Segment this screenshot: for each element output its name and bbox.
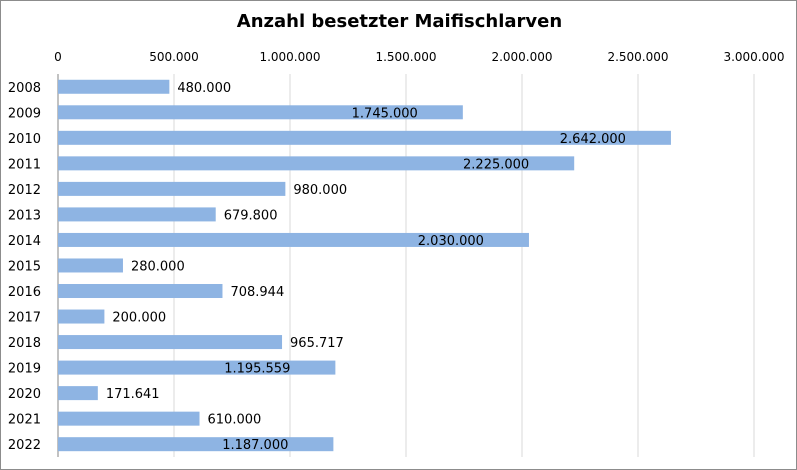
data-label: 610.000 xyxy=(208,413,262,428)
x-tick-label: 1.000.000 xyxy=(259,50,320,64)
category-label: 2019 xyxy=(8,362,41,377)
x-tick-label: 0 xyxy=(54,50,62,64)
bar xyxy=(58,156,575,171)
chart-title: Anzahl besetzter Maifischlarven xyxy=(236,11,563,32)
bar xyxy=(58,437,334,452)
data-label: 1.745.000 xyxy=(352,106,418,121)
bar xyxy=(58,335,283,350)
bar xyxy=(58,258,123,273)
data-label: 965.717 xyxy=(290,336,344,351)
data-label: 2.030.000 xyxy=(418,234,484,249)
bar xyxy=(58,130,671,145)
category-label: 2011 xyxy=(8,157,41,172)
data-label: 2.225.000 xyxy=(463,157,529,172)
data-label: 171.641 xyxy=(106,387,160,402)
bar xyxy=(58,105,463,120)
bar xyxy=(58,411,200,426)
data-label: 708.944 xyxy=(230,285,284,300)
bar xyxy=(58,207,216,222)
category-label: 2012 xyxy=(8,183,41,198)
bar xyxy=(58,181,286,196)
data-label: 200.000 xyxy=(112,311,166,326)
data-label: 2.642.000 xyxy=(560,132,626,147)
category-label: 2014 xyxy=(8,234,41,249)
data-label: 1.187.000 xyxy=(222,438,288,453)
x-tick-label: 2.500.000 xyxy=(607,50,668,64)
category-label: 2010 xyxy=(8,132,41,147)
category-label: 2013 xyxy=(8,208,41,223)
bar xyxy=(58,386,98,401)
category-label: 2020 xyxy=(8,387,41,402)
data-label: 280.000 xyxy=(131,259,185,274)
category-label: 2016 xyxy=(8,285,41,300)
category-label: 2009 xyxy=(8,106,41,121)
data-label: 480.000 xyxy=(177,81,231,96)
data-label: 679.800 xyxy=(224,208,278,223)
category-label: 2015 xyxy=(8,259,41,274)
bar xyxy=(58,284,223,299)
bar xyxy=(58,79,170,94)
bar xyxy=(58,309,105,324)
category-label: 2018 xyxy=(8,336,41,351)
x-tick-label: 2.000.000 xyxy=(491,50,552,64)
category-label: 2021 xyxy=(8,413,41,428)
data-label: 980.000 xyxy=(293,183,347,198)
category-label: 2017 xyxy=(8,311,41,326)
bar xyxy=(58,360,336,375)
category-label: 2008 xyxy=(8,81,41,96)
x-tick-label: 3.000.000 xyxy=(723,50,784,64)
data-label: 1.195.559 xyxy=(224,362,290,377)
bar xyxy=(58,232,529,247)
x-tick-label: 1.500.000 xyxy=(375,50,436,64)
category-label: 2022 xyxy=(8,438,41,453)
x-tick-label: 500.000 xyxy=(149,50,199,64)
